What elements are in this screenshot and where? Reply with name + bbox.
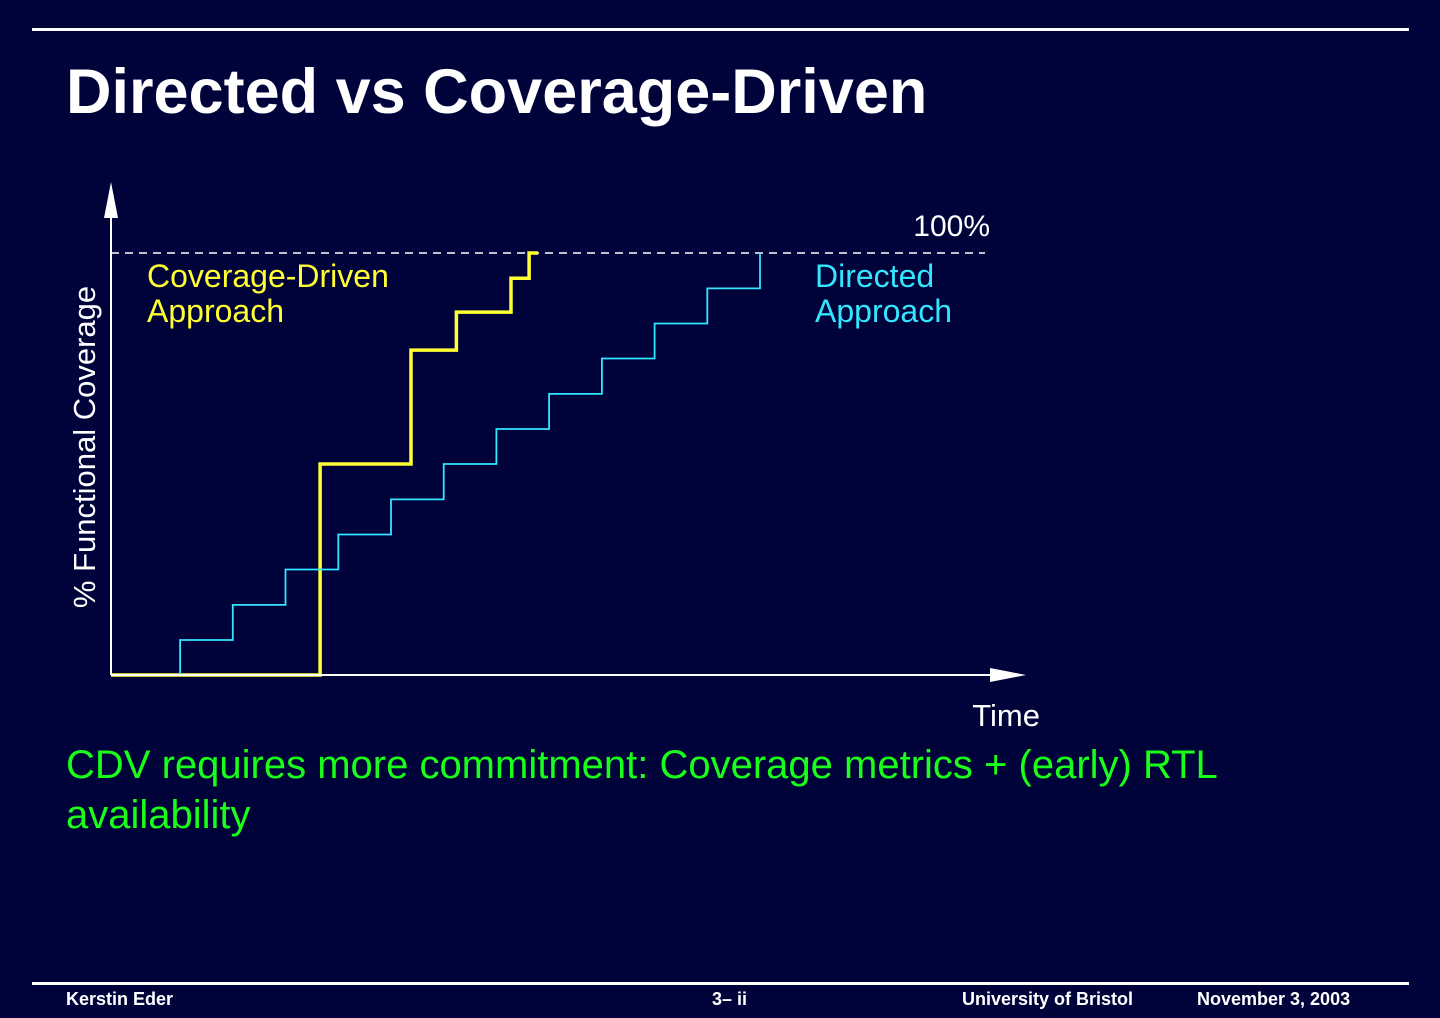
x-axis-label: Time (972, 698, 1040, 733)
reference-line-label: 100% (913, 210, 990, 243)
y-axis-label: % Functional Coverage (67, 286, 102, 608)
footer-date: November 3, 2003 (1197, 989, 1351, 1009)
bottom-rule (32, 982, 1409, 985)
series-label-directed-line-1: Directed (815, 258, 934, 294)
top-rule (32, 28, 1409, 31)
series-label-directed-line-2: Approach (815, 293, 952, 329)
slide-title: Directed vs Coverage-Driven (66, 57, 928, 127)
footer-author: Kerstin Eder (66, 989, 174, 1009)
y-axis-arrow-icon (104, 182, 118, 218)
series-line-coverage-driven (111, 251, 539, 677)
footer-organization: University of Bristol (962, 989, 1134, 1009)
footer-page-number: 3– ii (712, 989, 748, 1009)
x-axis-arrow-icon (990, 668, 1026, 682)
series-label-coverage-driven-line-2: Approach (147, 293, 284, 329)
series-line-directed (111, 253, 761, 676)
slide-note: CDV requires more commitment: Coverage m… (66, 743, 1217, 837)
coverage-chart: 100%Coverage-DrivenApproachDirectedAppro… (67, 182, 1040, 733)
series-label-coverage-driven-line-1: Coverage-Driven (147, 258, 389, 294)
